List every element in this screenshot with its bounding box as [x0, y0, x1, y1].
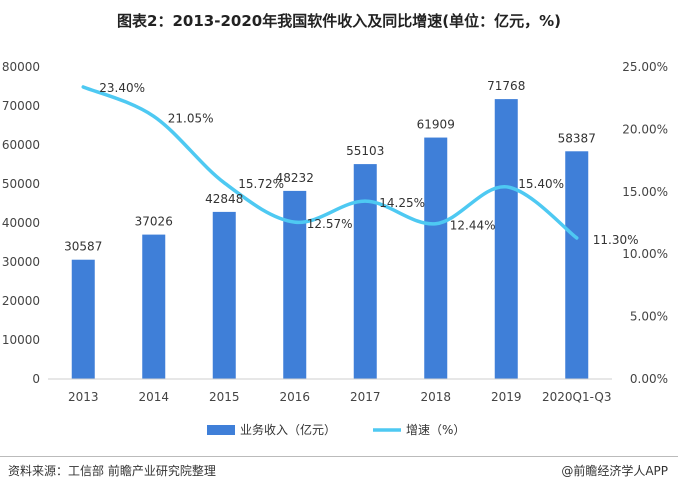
y-left-tick-label: 20000 — [2, 294, 40, 308]
bar-value-label: 71768 — [487, 79, 525, 93]
y-left-tick-label: 10000 — [2, 333, 40, 347]
brand-credit: @前瞻经济学人APP — [561, 464, 668, 478]
bar-value-label: 48232 — [276, 171, 314, 185]
y-left-tick-label: 30000 — [2, 255, 40, 269]
y-left-tick-label: 40000 — [2, 216, 40, 230]
line-value-label: 14.25% — [379, 196, 425, 210]
source-note: 资料来源：工信部 前瞻产业研究院整理 — [8, 464, 216, 478]
legend-label-line: 增速（%） — [406, 423, 465, 437]
y-right-tick-label: 10.00% — [622, 247, 668, 261]
bar — [71, 259, 95, 379]
y-right-tick-label: 15.00% — [622, 185, 668, 199]
bar — [424, 137, 448, 379]
y-left-tick-label: 0 — [32, 372, 40, 386]
bar — [353, 164, 377, 379]
bar-value-label: 58387 — [558, 131, 596, 145]
line-series — [81, 85, 579, 240]
x-tick-label: 2015 — [209, 390, 240, 404]
line-value-label: 12.44% — [450, 219, 496, 233]
chart-title: 图表2：2013-2020年我国软件收入及同比增速(单位：亿元，%) — [117, 12, 561, 30]
x-tick-label: 2018 — [420, 390, 451, 404]
line-value-label: 23.40% — [99, 81, 145, 95]
x-tick-label: 2019 — [491, 390, 522, 404]
bar-value-label: 55103 — [346, 144, 384, 158]
x-tick-label: 2014 — [138, 390, 169, 404]
bar — [283, 190, 307, 379]
bar-value-label: 42848 — [205, 192, 243, 206]
x-tick-label: 2016 — [279, 390, 310, 404]
line-value-label: 15.72% — [238, 177, 284, 191]
y-left-tick-label: 80000 — [2, 60, 40, 74]
y-right-tick-label: 5.00% — [630, 310, 668, 324]
legend-swatch-bar — [207, 425, 235, 435]
bar-value-label: 37026 — [135, 215, 173, 229]
line-value-label: 15.40% — [518, 177, 564, 191]
bar-value-label: 30587 — [64, 240, 102, 254]
line-value-label: 21.05% — [168, 111, 214, 125]
y-right-tick-label: 20.00% — [622, 122, 668, 136]
x-tick-label: 2020Q1-Q3 — [542, 390, 611, 404]
footer-divider — [0, 456, 678, 457]
bar — [494, 99, 518, 379]
bar-value-label: 61909 — [417, 118, 455, 132]
legend: 业务收入（亿元） 增速（%） — [207, 422, 465, 437]
y-left-tick-label: 60000 — [2, 138, 40, 152]
line-value-label: 11.30% — [593, 233, 639, 247]
bar — [212, 211, 236, 379]
data-labels: 30587 37026 42848 48232 55103 61909 71768 58387… — [64, 79, 638, 254]
x-tick-label: 2013 — [68, 390, 99, 404]
combo-chart: 30587 37026 42848 48232 55103 61909 71768 58387… — [2, 60, 668, 437]
bar — [565, 151, 589, 379]
axes: 0 10000 20000 30000 40000 50000 60000 70000 8000… — [2, 60, 668, 404]
legend-label-bar: 业务收入（亿元） — [240, 422, 336, 437]
y-right-tick-label: 25.00% — [622, 60, 668, 74]
bar — [142, 234, 166, 379]
growth-line — [81, 85, 579, 240]
y-right-tick-label: 0.00% — [630, 372, 668, 386]
y-left-tick-label: 70000 — [2, 99, 40, 113]
line-value-label: 12.57% — [307, 217, 353, 231]
x-tick-label: 2017 — [350, 390, 381, 404]
bar-series — [71, 99, 589, 379]
y-left-tick-label: 50000 — [2, 177, 40, 191]
